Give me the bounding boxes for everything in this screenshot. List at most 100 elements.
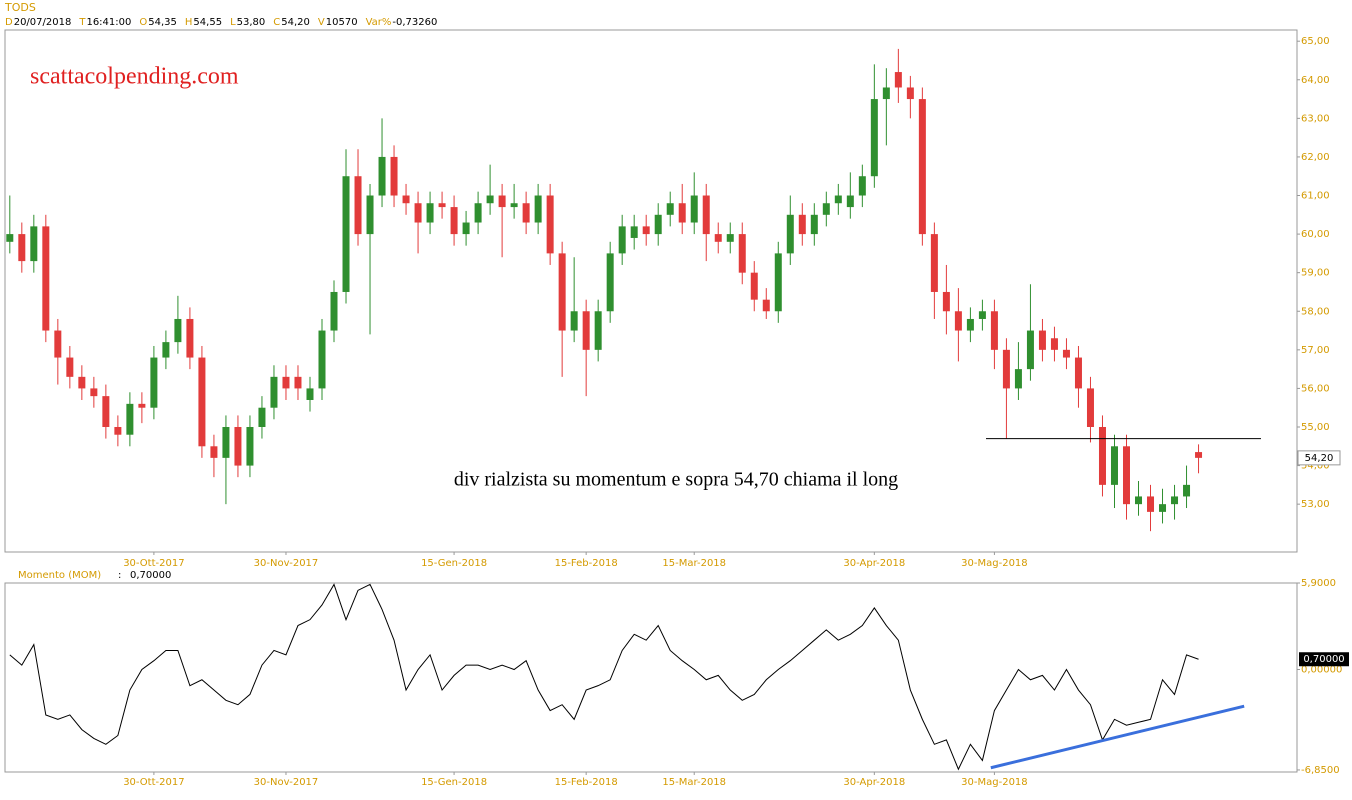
y-tick-label: 57,00	[1301, 345, 1330, 356]
candle-body	[198, 357, 206, 447]
x-tick-label: 30-Nov-2017	[254, 558, 319, 569]
candle-body	[894, 72, 902, 88]
candle-body	[1038, 330, 1046, 350]
value-tag-label: 0,70000	[1303, 654, 1344, 665]
candle-body	[210, 446, 218, 458]
y-tick-label: 62,00	[1301, 152, 1330, 163]
candle-body	[522, 203, 530, 223]
candle-body	[966, 318, 974, 331]
candle-body	[762, 299, 770, 312]
candle-body	[882, 87, 890, 100]
x-tick-label: 15-Feb-2018	[555, 558, 618, 569]
candle-body	[606, 253, 614, 312]
candle-body	[150, 357, 158, 408]
field-value: 54,55	[193, 17, 222, 28]
candle-body	[642, 226, 650, 235]
candle-body	[798, 214, 806, 235]
y-tick-label: 63,00	[1301, 113, 1330, 124]
candle-body	[330, 291, 338, 331]
candle-body	[6, 234, 14, 242]
price-panel	[4, 29, 1298, 553]
watermark: scattacolpending.com	[30, 64, 239, 90]
candle-body	[1002, 349, 1010, 389]
indicator-name: Momento (MOM)	[18, 570, 101, 581]
candle-body	[306, 388, 314, 400]
candle-body	[1026, 330, 1034, 370]
field-label: D	[5, 17, 13, 28]
trend-line	[990, 704, 1245, 770]
candle-body	[450, 207, 458, 235]
candle-body	[1086, 388, 1094, 427]
candle-body	[858, 176, 866, 196]
candle-body	[1159, 504, 1167, 512]
field-label: O	[139, 17, 147, 28]
candle-body	[1147, 496, 1155, 512]
candle-body	[234, 426, 242, 466]
candle-body	[846, 195, 854, 208]
field-value: -0,73260	[392, 17, 437, 28]
momentum-panel	[4, 582, 1298, 773]
candle-body	[1050, 338, 1058, 350]
candle-body	[738, 234, 746, 273]
x-tick-label: 30-Mag-2018	[961, 777, 1028, 788]
candle-body	[786, 214, 794, 254]
y-tick-label: 53,00	[1301, 499, 1330, 510]
x-tick-label: 30-Ott-2017	[123, 777, 184, 788]
candle-body	[1074, 357, 1082, 389]
candle-body	[942, 291, 950, 312]
candle-body	[1122, 446, 1130, 505]
candle-body	[438, 203, 446, 208]
candle-body	[1195, 452, 1203, 458]
field-label: C	[273, 17, 280, 28]
x-tick-label: 30-Nov-2017	[254, 777, 319, 788]
price-tag-label: 54,20	[1305, 453, 1334, 464]
candle-body	[258, 407, 266, 427]
candle-body	[954, 311, 962, 331]
x-tick-label: 30-Mag-2018	[961, 558, 1028, 569]
candle-body	[1135, 496, 1143, 505]
candle-body	[690, 195, 698, 223]
y-tick-label: 60,00	[1301, 229, 1330, 240]
candle-body	[42, 226, 50, 331]
candle-body	[1171, 496, 1179, 505]
candle-body	[1098, 426, 1106, 485]
candle-body	[114, 426, 122, 435]
x-tick-label: 30-Apr-2018	[843, 558, 905, 569]
field-label: Var%	[366, 17, 392, 28]
candle-body	[270, 376, 278, 408]
y-tick-label: 56,00	[1301, 383, 1330, 394]
symbol: TODS	[4, 1, 36, 14]
candle-body	[222, 426, 230, 458]
candle-body	[498, 195, 506, 208]
x-tick-label: 15-Feb-2018	[555, 777, 618, 788]
candle-body	[654, 214, 662, 235]
y-tick-label: 5,9000	[1301, 578, 1336, 589]
candle-body	[18, 234, 26, 262]
field-value: 16:41:00	[86, 17, 131, 28]
field-value: 54,20	[281, 17, 310, 28]
indicator-separator: :	[118, 570, 121, 581]
field-value: 54,35	[148, 17, 177, 28]
y-tick-label: 65,00	[1301, 36, 1330, 47]
candle-body	[1014, 369, 1022, 389]
x-tick-label: 15-Gen-2018	[421, 777, 487, 788]
candle-body	[30, 226, 38, 262]
annotation: div rialzista su momentum e sopra 54,70 …	[454, 469, 898, 491]
candle-body	[66, 357, 74, 377]
y-tick-label: 55,00	[1301, 422, 1330, 433]
candle-body	[558, 253, 566, 331]
y-tick-label: 0,00000	[1301, 665, 1342, 676]
candle-body	[246, 426, 254, 466]
candle-body	[726, 234, 734, 242]
field-value: 53,80	[237, 17, 266, 28]
candle-body	[162, 342, 170, 358]
candle-body	[1110, 446, 1118, 485]
field-label: L	[230, 17, 236, 28]
candle-body	[990, 311, 998, 350]
candle-body	[582, 311, 590, 350]
candle-body	[402, 195, 410, 204]
candle-body	[930, 234, 938, 292]
candle-body	[486, 195, 494, 204]
candle-body	[702, 195, 710, 235]
